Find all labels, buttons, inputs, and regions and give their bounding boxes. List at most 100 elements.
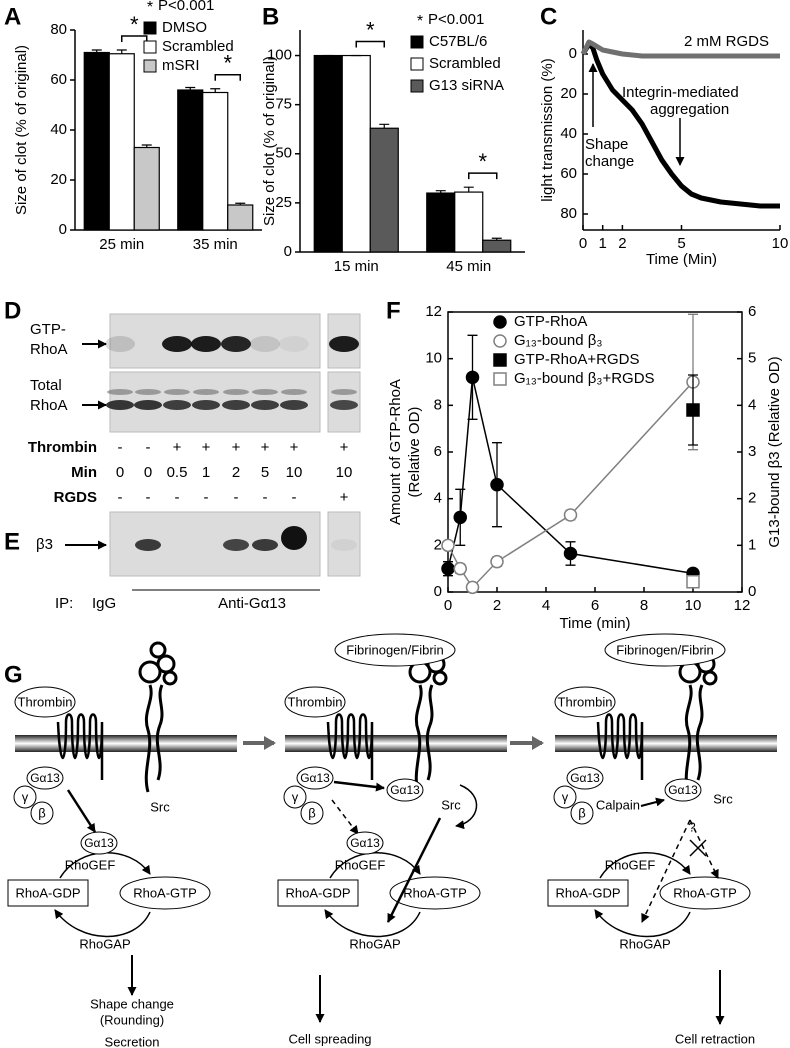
x-tick-label: 0 bbox=[579, 235, 587, 252]
outcome: Cell retraction bbox=[675, 1031, 755, 1046]
g-gamma-label: γ bbox=[562, 789, 569, 804]
error-bar bbox=[235, 202, 246, 205]
condition-value: + bbox=[290, 439, 299, 456]
blot-band bbox=[331, 539, 357, 551]
condition-value: - bbox=[234, 489, 239, 506]
rhogef-label: RhoGEF bbox=[605, 857, 656, 872]
x-tick-label: 0 bbox=[444, 597, 452, 614]
x-tick-label: 4 bbox=[542, 597, 550, 614]
dashed-arrow bbox=[689, 819, 719, 879]
loop-arrow bbox=[455, 784, 478, 830]
integrin-head bbox=[432, 670, 448, 686]
condition-value: - bbox=[263, 489, 268, 506]
y-tick-label: 25 bbox=[275, 194, 292, 211]
src-label: Src bbox=[150, 799, 170, 814]
condition-label: Min bbox=[71, 464, 97, 481]
receptor bbox=[326, 713, 374, 780]
g-gamma bbox=[13, 785, 37, 809]
ligand-label: Fibrinogen/Fibrin bbox=[616, 642, 714, 657]
data-line bbox=[580, 41, 780, 209]
arrow bbox=[386, 817, 442, 923]
g-alpha-label: Gα13 bbox=[668, 783, 698, 797]
x-tick-label: 8 bbox=[640, 597, 648, 614]
block-cross bbox=[689, 839, 707, 857]
y-tick-label: 0 bbox=[284, 243, 292, 260]
y-tick-label: 2 bbox=[434, 536, 442, 553]
blot-band bbox=[251, 400, 279, 410]
cycle-arrow bbox=[329, 852, 421, 879]
x-tick-label: 35 min bbox=[193, 236, 238, 253]
legend-swatch bbox=[410, 57, 424, 71]
legend-marker bbox=[493, 334, 507, 348]
y-tick-label: 0 bbox=[434, 583, 442, 600]
integrin-head bbox=[138, 660, 162, 684]
blot-band bbox=[191, 336, 221, 352]
x-tick-label: 25 min bbox=[99, 236, 144, 253]
bar bbox=[108, 53, 135, 231]
y-axis-label: light transmission (%) bbox=[539, 58, 556, 201]
blot-band bbox=[250, 336, 280, 352]
calpain-label: Calpain bbox=[596, 797, 640, 812]
x-tick-label: 1 bbox=[599, 235, 607, 252]
blot-band bbox=[106, 400, 134, 410]
condition-value: + bbox=[340, 489, 349, 506]
x-tick-label: 6 bbox=[591, 597, 599, 614]
x-tick-label: 5 bbox=[677, 235, 685, 252]
error-bar bbox=[116, 49, 127, 54]
data-point bbox=[465, 580, 480, 595]
bar bbox=[369, 127, 399, 253]
ligand-label: Fibrinogen/Fibrin bbox=[346, 642, 444, 657]
integrin bbox=[144, 684, 164, 793]
blot-row-label: Total bbox=[30, 377, 62, 394]
condition-value: 10 bbox=[286, 464, 303, 481]
condition-value: - bbox=[146, 439, 151, 456]
legend-swatch bbox=[143, 40, 157, 54]
blot-row-label: RhoA bbox=[30, 397, 68, 414]
y2-tick-label: 3 bbox=[748, 443, 756, 460]
legend-swatch bbox=[410, 79, 424, 93]
data-point bbox=[563, 508, 578, 522]
bar bbox=[133, 146, 160, 231]
g-alpha-label: Gα13 bbox=[30, 771, 60, 785]
arrow bbox=[333, 780, 385, 792]
outcome: (Rounding) bbox=[100, 1012, 164, 1027]
membrane bbox=[555, 735, 777, 752]
blot-band bbox=[330, 400, 358, 410]
blot bbox=[327, 511, 361, 577]
x-axis-label: Time (min) bbox=[559, 615, 630, 632]
condition-value: + bbox=[173, 439, 182, 456]
panel-letter: C bbox=[540, 3, 557, 30]
rhoa-gdp-label: RhoA-GDP bbox=[555, 885, 620, 900]
y-tick-label: 60 bbox=[560, 165, 577, 182]
blot-band bbox=[135, 539, 161, 551]
condition-value: - bbox=[118, 489, 123, 506]
blot-band bbox=[331, 389, 357, 395]
legend-label: C57BL/6 bbox=[429, 33, 487, 50]
y-tick-label: 12 bbox=[425, 303, 442, 320]
legend-swatch bbox=[143, 21, 157, 35]
bar bbox=[227, 204, 254, 231]
bar bbox=[177, 89, 204, 231]
blot-band bbox=[135, 389, 161, 395]
condition-value: 5 bbox=[261, 464, 269, 481]
blot-band bbox=[164, 389, 190, 395]
blot-band bbox=[193, 389, 219, 395]
blot-band bbox=[252, 389, 278, 395]
panel-letter: F bbox=[386, 297, 401, 324]
legend-label: Scrambled bbox=[429, 55, 501, 72]
y2-tick-label: 4 bbox=[748, 396, 756, 413]
blot-band bbox=[223, 539, 249, 551]
g-alpha bbox=[566, 766, 604, 790]
y-tick-label: 20 bbox=[560, 85, 577, 102]
annotation: Shape bbox=[585, 136, 628, 153]
y-tick-label: 4 bbox=[434, 490, 442, 507]
panel-letter: E bbox=[4, 528, 20, 555]
ip-label: IP: bbox=[55, 595, 73, 612]
membrane bbox=[15, 735, 237, 752]
dashed-arrow bbox=[331, 799, 359, 835]
annotation: change bbox=[585, 153, 634, 170]
g-beta-label: β bbox=[578, 805, 585, 820]
g-alpha-label: Gα13 bbox=[84, 836, 114, 850]
y-tick-label: 80 bbox=[50, 21, 67, 38]
legend-label: Scrambled bbox=[162, 38, 234, 55]
